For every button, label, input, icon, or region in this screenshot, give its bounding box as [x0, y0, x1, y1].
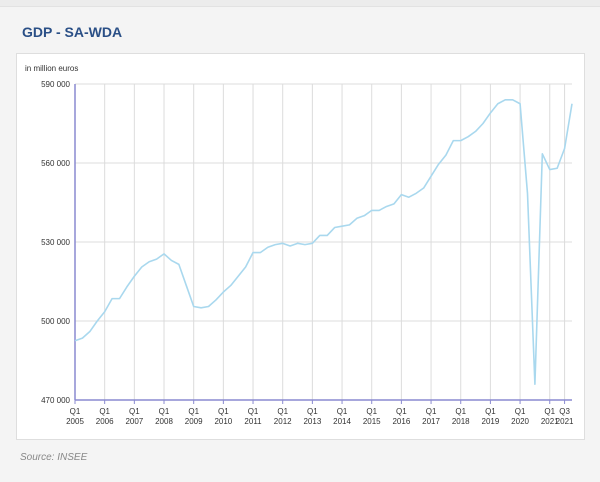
x-tick-label-quarter: Q1	[129, 407, 140, 416]
series-layer	[74, 98, 573, 386]
x-tick-label-year: 2013	[303, 417, 321, 426]
x-tick-label-quarter: Q1	[307, 407, 318, 416]
y-tick-label: 530 000	[41, 238, 70, 247]
x-tick-label-year: 2018	[452, 417, 470, 426]
x-tick-label-quarter: Q1	[248, 407, 259, 416]
y-tick-label: 500 000	[41, 317, 70, 326]
x-tick-label-quarter: Q1	[455, 407, 466, 416]
y-tick-label: 590 000	[41, 80, 70, 89]
x-tick-label-quarter: Q1	[426, 407, 437, 416]
x-tick-label-year: 2020	[511, 417, 529, 426]
x-tick-label-year: 2017	[422, 417, 440, 426]
x-tick-label-quarter: Q1	[188, 407, 199, 416]
x-tick-label-year: 2019	[482, 417, 500, 426]
y-tick-label: 560 000	[41, 159, 70, 168]
x-tick-label-quarter: Q1	[70, 407, 81, 416]
x-tick-label-quarter: Q1	[396, 407, 407, 416]
x-tick-label-year: 2006	[96, 417, 114, 426]
x-tick-label-quarter: Q1	[218, 407, 229, 416]
source-note: Source: INSEE	[20, 452, 88, 463]
x-tick-label-year: 2008	[155, 417, 173, 426]
x-tick-label-year: 2015	[363, 417, 381, 426]
x-tick-label-quarter: Q1	[337, 407, 348, 416]
grid-layer	[75, 83, 572, 400]
x-tick-label-quarter: Q1	[485, 407, 496, 416]
x-tick-label-quarter: Q1	[366, 407, 377, 416]
y-axis-unit-label: in million euros	[25, 64, 78, 73]
x-tick-label-year: 2021	[556, 417, 574, 426]
x-tick-label-year: 2012	[274, 417, 292, 426]
chart-title: GDP - SA-WDA	[22, 24, 123, 40]
x-tick-label-year: 2016	[392, 417, 410, 426]
axis-layer	[74, 84, 572, 404]
x-tick-label-year: 2010	[214, 417, 232, 426]
top-rule	[0, 0, 600, 7]
chart-container: 470 000 500 000 530 000 560 000 590 000 Q1 200…	[16, 53, 585, 440]
x-tick-label-year: 2011	[244, 417, 262, 426]
x-tick-label-quarter: Q1	[544, 407, 555, 416]
x-tick-label-year: 2009	[185, 417, 203, 426]
x-tick-label-quarter: Q1	[277, 407, 288, 416]
x-tick-label-quarter: Q1	[99, 407, 110, 416]
x-tick-label-year: 2007	[125, 417, 143, 426]
x-tick-label-year: 2005	[66, 417, 84, 426]
y-tick-label: 470 000	[41, 396, 70, 405]
x-tick-label-quarter: Q1	[159, 407, 170, 416]
gdp-series-line	[74, 98, 573, 386]
x-tick-label-quarter: Q3	[559, 407, 570, 416]
x-tick-label-year: 2014	[333, 417, 351, 426]
x-tick-label-quarter: Q1	[515, 407, 526, 416]
x-tick-label-year: 2021	[541, 417, 559, 426]
